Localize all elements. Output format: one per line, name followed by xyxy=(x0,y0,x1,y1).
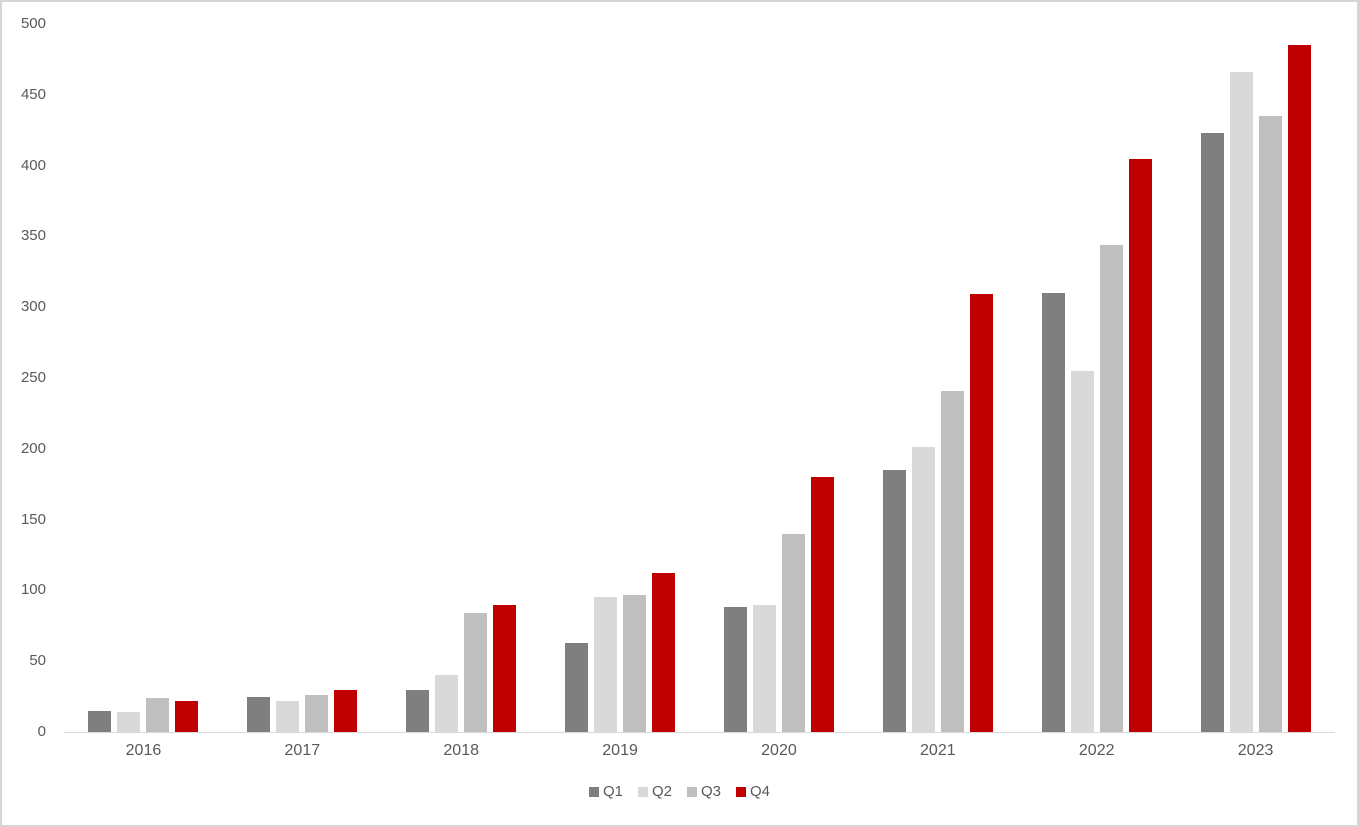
bar-2017-q4 xyxy=(334,689,358,732)
y-tick-label-500: 500 xyxy=(20,15,46,32)
bar-2021-q3 xyxy=(940,390,964,732)
bar-2017-q3 xyxy=(305,695,329,732)
y-tick-label-50: 50 xyxy=(29,652,46,670)
y-tick-label-200: 200 xyxy=(20,439,46,457)
legend: Q1 Q2 Q3 Q4 xyxy=(2,783,1357,800)
bar-2018-q3 xyxy=(464,613,488,732)
x-category-label-2016: 2016 xyxy=(125,742,162,759)
bar-2018-q1 xyxy=(406,689,430,732)
x-category-label-2020: 2020 xyxy=(761,742,797,759)
bar-2019-q2 xyxy=(594,597,618,732)
bar-group-2017 xyxy=(223,24,382,732)
x-category-label-2023: 2023 xyxy=(1237,742,1274,759)
bar-group-2016 xyxy=(64,24,223,732)
bar-2016-q3 xyxy=(146,698,170,732)
x-category-label-2021: 2021 xyxy=(920,742,956,759)
legend-label-q3: Q3 xyxy=(701,783,722,800)
bar-2022-q2 xyxy=(1070,370,1094,732)
legend-marker-q4 xyxy=(736,786,747,797)
bar-2021-q1 xyxy=(882,470,906,732)
bar-2022-q3 xyxy=(1099,244,1123,732)
bar-group-2020 xyxy=(700,24,859,732)
bar-2022-q4 xyxy=(1128,158,1152,732)
x-category-label-2019: 2019 xyxy=(602,742,638,759)
bar-2023-q2 xyxy=(1229,72,1253,732)
bar-2016-q1 xyxy=(88,710,112,732)
bar-2020-q3 xyxy=(781,533,805,732)
y-tick-label-350: 350 xyxy=(20,227,46,245)
bar-group-2022 xyxy=(1017,24,1176,732)
bar-2019-q4 xyxy=(652,573,676,732)
legend-item-q4: Q4 xyxy=(736,783,770,800)
x-category-label-2018: 2018 xyxy=(443,742,479,759)
y-tick-label-400: 400 xyxy=(20,156,46,174)
legend-marker-q2 xyxy=(637,786,648,797)
y-tick-label-450: 450 xyxy=(20,85,46,103)
bar-2017-q2 xyxy=(276,700,300,732)
bar-2023-q1 xyxy=(1200,133,1224,732)
legend-label-q4: Q4 xyxy=(750,783,771,800)
bar-group-2019 xyxy=(541,24,700,732)
bar-2023-q4 xyxy=(1287,45,1311,732)
bar-2016-q4 xyxy=(175,700,199,732)
bar-2018-q4 xyxy=(493,604,517,732)
bar-2023-q3 xyxy=(1258,116,1282,732)
bar-2020-q1 xyxy=(723,607,747,732)
y-tick-label-250: 250 xyxy=(20,369,46,386)
bar-2020-q4 xyxy=(810,477,834,732)
y-tick-label-0: 0 xyxy=(37,723,46,740)
legend-item-q3: Q3 xyxy=(687,783,721,800)
bar-group-2018 xyxy=(382,24,541,732)
bar-2019-q1 xyxy=(565,642,589,732)
x-axis-category-labels: 2016 2017 2018 2019 2020 2021 2022 2023 xyxy=(64,742,1335,760)
y-tick-label-100: 100 xyxy=(20,581,46,599)
legend-label-q2: Q2 xyxy=(651,783,672,800)
legend-label-q1: Q1 xyxy=(602,783,623,800)
bar-2018-q2 xyxy=(435,675,459,732)
legend-item-q1: Q1 xyxy=(588,783,623,800)
x-category-label-2017: 2017 xyxy=(284,742,321,759)
plot-area xyxy=(64,24,1335,733)
legend-item-q2: Q2 xyxy=(637,783,672,800)
bar-2022-q1 xyxy=(1041,293,1065,732)
bar-group-2021 xyxy=(858,24,1017,732)
bar-2017-q1 xyxy=(247,696,271,732)
bar-2021-q4 xyxy=(969,294,993,732)
y-tick-label-150: 150 xyxy=(20,510,46,528)
legend-marker-q3 xyxy=(687,786,697,797)
bar-2019-q3 xyxy=(623,594,647,732)
bar-2016-q2 xyxy=(117,712,141,732)
bar-2020-q2 xyxy=(752,604,776,732)
y-tick-label-300: 300 xyxy=(20,298,46,316)
legend-marker-q1 xyxy=(588,786,599,797)
x-category-label-2022: 2022 xyxy=(1078,742,1115,759)
bar-group-2023 xyxy=(1176,24,1335,732)
bar-2021-q2 xyxy=(911,447,935,732)
